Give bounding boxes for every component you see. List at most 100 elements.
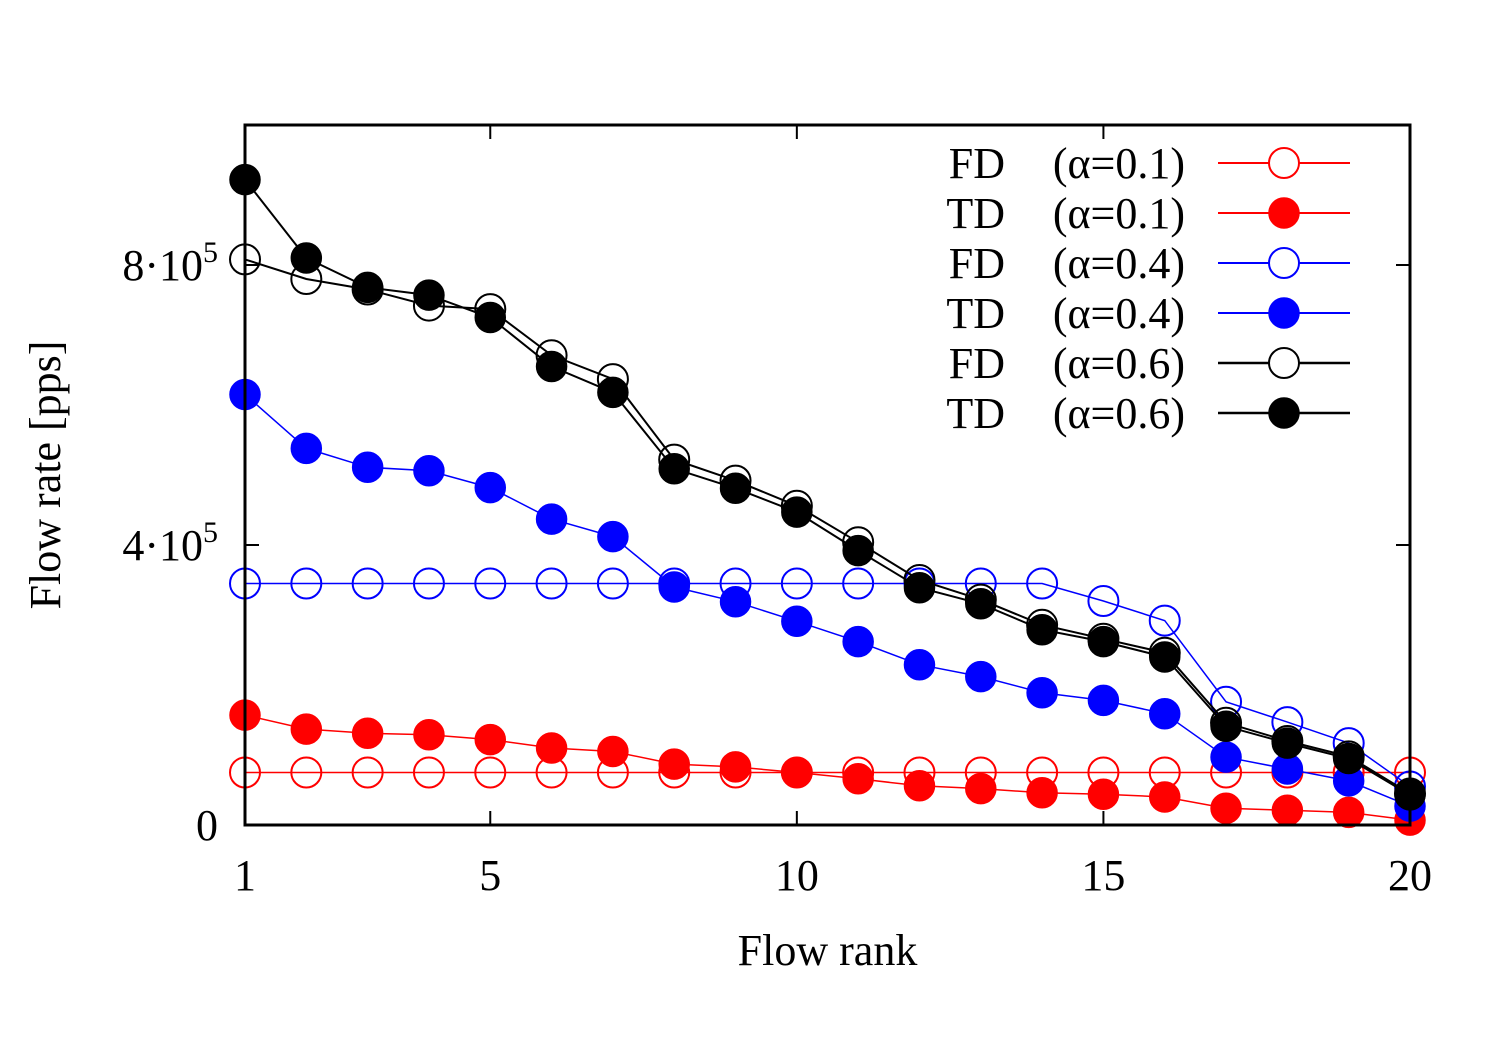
data-point [597,520,629,553]
x-tick-label: 20 [1388,851,1432,900]
data-point [781,756,813,789]
plot-frame [243,123,1412,827]
x-tick-label: 1 [234,851,256,900]
data-point [474,567,507,600]
data-point [413,718,445,751]
data-point [535,350,568,383]
data-point [351,567,384,600]
data-point [1332,796,1365,829]
legend-label-param: (α=0.1) [1053,139,1185,188]
data-point [1087,778,1120,810]
y-tick-label: 0 [196,801,218,850]
data-point [1087,585,1120,617]
data-point [965,588,997,620]
data-point [842,534,874,567]
legend-entry: TD (α=0.4) [946,289,1350,338]
data-point [474,471,507,504]
legend-label-param: (α=0.6) [1053,339,1185,388]
series-5 [229,243,1426,810]
data-point [1026,676,1058,709]
legend-marker [1268,197,1300,229]
legend-entry: FD (α=0.4) [949,239,1350,288]
data-point [351,451,384,484]
data-point [903,770,936,802]
data-point [1148,697,1181,730]
data-point [1026,613,1058,646]
data-point [290,567,323,600]
data-point [1210,710,1242,743]
legend-marker [1268,297,1300,329]
data-point [1148,604,1181,637]
data-point [719,472,752,505]
series-layer [229,163,1426,836]
data-point [903,571,936,604]
data-point [1271,727,1304,759]
legend-marker [1268,397,1300,429]
legend-label-prefix: TD [946,189,1005,238]
legend-entry: TD (α=0.1) [946,189,1350,238]
data-point [351,271,384,304]
data-point [412,756,445,789]
data-point [781,496,813,528]
y-tick-label: 8·105 [122,236,218,290]
legend-entry: FD (α=0.6) [949,339,1350,388]
data-point [535,567,568,600]
data-point [597,735,629,768]
data-point [474,301,507,334]
data-point [1087,625,1120,658]
data-point [290,432,323,465]
legend-label-prefix: TD [946,289,1005,338]
data-point [781,605,813,638]
data-point [1210,741,1242,773]
legend-label-prefix: FD [949,139,1005,188]
data-point [1148,641,1181,673]
data-point [290,713,323,745]
data-point [597,376,629,409]
y-axis-title: Flow rate [pps] [21,341,70,610]
x-tick-label: 15 [1081,851,1125,900]
data-point [842,567,875,600]
series-3 [229,567,1426,803]
legend-entry: TD (α=0.6) [946,389,1350,438]
legend: FD (α=0.1) TD (α=0.1) FD (α=0.4) TD (α=0.4) FD (α… [946,139,1350,438]
data-point [535,503,568,535]
x-tick-label: 10 [775,851,819,900]
legend-label-param: (α=0.6) [1053,389,1185,438]
series-1 [229,756,1426,789]
data-point [842,763,874,795]
data-point [535,732,568,764]
legend-label-prefix: TD [946,389,1005,438]
series-line [244,178,1411,796]
data-point [474,723,507,756]
x-axis-title: Flow rank [738,926,918,975]
legend-entry: FD (α=0.1) [949,139,1350,188]
data-point [780,567,813,600]
data-point [903,648,936,681]
data-point [290,242,323,274]
legend-marker [1268,247,1300,279]
data-point [351,717,384,750]
data-point [290,756,323,789]
legend-label-param: (α=0.4) [1053,289,1185,338]
data-point [1026,567,1059,600]
series-4 [229,378,1426,822]
data-point [474,756,507,789]
data-point [351,756,384,789]
data-point [965,772,997,805]
legend-label-param: (α=0.4) [1053,239,1185,288]
legend-label-prefix: FD [949,239,1005,288]
legend-label-param: (α=0.1) [1053,189,1185,238]
data-point [596,567,629,600]
y-tick-label: 4·105 [122,516,218,570]
data-point [965,660,997,693]
data-point [1271,794,1304,827]
data-point [1087,684,1120,717]
legend-marker [1268,347,1300,379]
legend-marker [1268,147,1300,179]
data-point [413,455,445,487]
x-tick-label: 5 [479,851,501,900]
data-point [658,452,690,485]
data-point [719,751,752,783]
